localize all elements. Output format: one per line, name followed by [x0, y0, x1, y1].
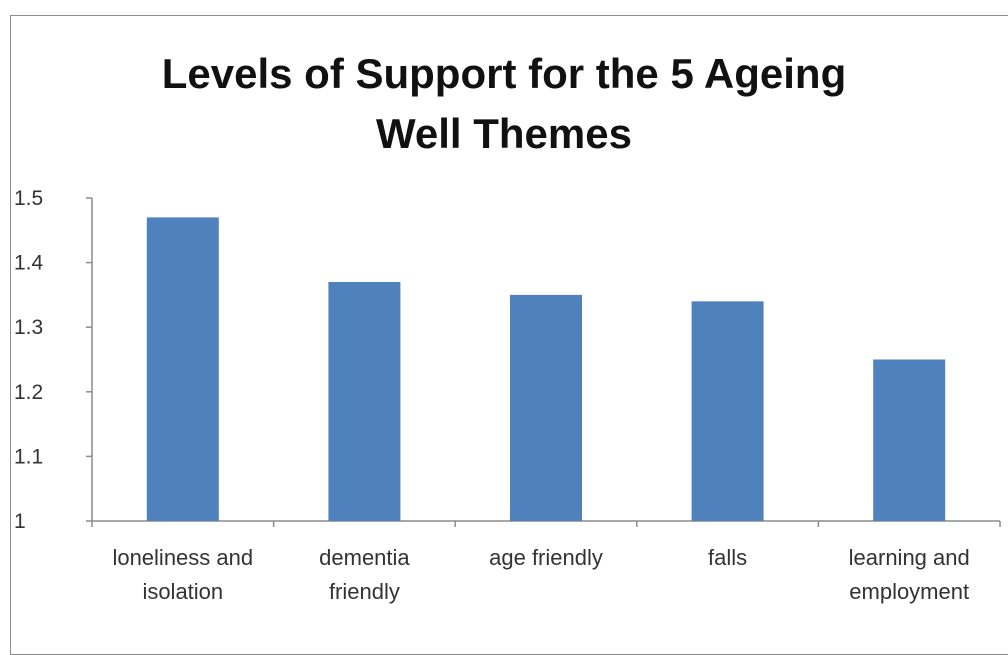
y-tick-label: 1	[14, 510, 26, 533]
y-tick-label: 1.3	[14, 316, 43, 339]
x-category-label: friendly	[329, 579, 400, 604]
y-tick-label: 1.5	[14, 187, 43, 210]
y-tick-label: 1.2	[14, 381, 43, 404]
bar-chart: 1 1.1 1.2 1.3 1.4 1.5 loneliness and isolation d…	[0, 0, 1008, 618]
x-category-label: age friendly	[489, 545, 603, 570]
x-category-label: falls	[708, 545, 747, 570]
bar	[510, 295, 582, 521]
x-category-label: loneliness and	[112, 545, 253, 570]
chart-bars	[147, 217, 945, 521]
y-tick-label: 1.4	[14, 252, 44, 275]
x-category-label: isolation	[142, 579, 223, 604]
y-tick-label: 1.1	[14, 445, 43, 468]
bar	[147, 217, 219, 521]
bar	[328, 282, 400, 521]
x-category-label: dementia	[319, 545, 410, 570]
x-category-label: employment	[849, 579, 969, 604]
x-category-label: learning and	[849, 545, 970, 570]
bar	[873, 360, 945, 522]
bar	[692, 301, 764, 521]
